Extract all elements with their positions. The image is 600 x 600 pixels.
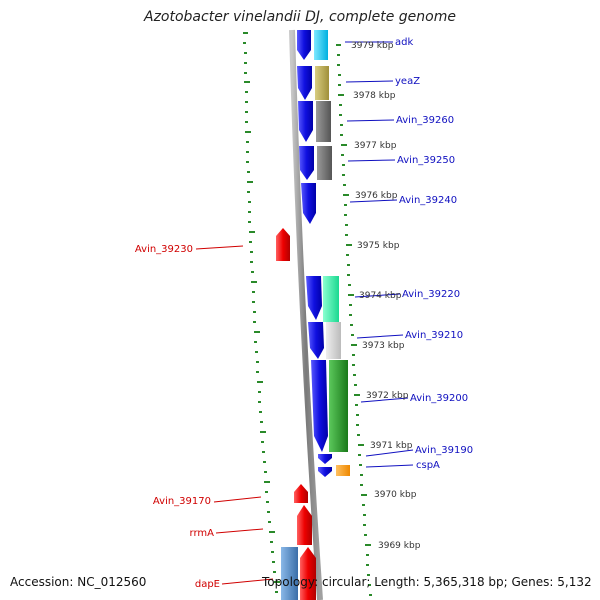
leader-line (365, 449, 414, 457)
gene-arrow-cspA[interactable] (318, 467, 332, 477)
gene-arrow-dapE[interactable] (300, 547, 316, 600)
gene-arrow-Avin-39220[interactable] (306, 276, 322, 320)
gene-label-Avin-39250[interactable]: Avin_39250 (397, 155, 455, 166)
category-block (317, 146, 332, 180)
gene-arrow-Avin-39200[interactable] (311, 360, 328, 452)
gene-label-Avin-39260[interactable]: Avin_39260 (396, 115, 454, 126)
gene-arrow-Avin-39260[interactable] (298, 101, 313, 142)
category-block (326, 322, 341, 359)
category-block (329, 360, 348, 452)
leader-line (195, 245, 244, 250)
category-block (315, 66, 329, 100)
ruler-labels: 3979 kbp 3978 kbp 3977 kbp 3976 kbp 3975… (351, 41, 421, 551)
ruler-label: 3969 kbp (378, 541, 421, 551)
forward-strand-genes (276, 228, 316, 600)
gene-labels-right: adk yeaZ Avin_39260 Avin_39250 Avin_3924… (395, 37, 473, 471)
genome-backbone (289, 29, 323, 600)
category-block (323, 276, 339, 322)
leader-line (365, 464, 414, 468)
gene-label-yeaZ[interactable]: yeaZ (395, 76, 420, 87)
leader-line (346, 119, 395, 122)
ruler-label: 3970 kbp (374, 490, 417, 500)
gene-arrow-Avin-39240[interactable] (301, 183, 316, 224)
category-block (281, 547, 298, 600)
category-block (314, 30, 328, 60)
gene-label-cspA[interactable]: cspA (416, 460, 440, 471)
gene-label-Avin-39210[interactable]: Avin_39210 (405, 330, 463, 341)
label-leader-lines (195, 41, 414, 585)
leader-line (349, 199, 398, 203)
leader-line (213, 496, 262, 503)
gene-label-Avin-39220[interactable]: Avin_39220 (402, 289, 460, 300)
gene-label-Avin-39170[interactable]: Avin_39170 (153, 496, 211, 507)
ruler-label: 3974 kbp (359, 291, 402, 301)
gene-label-Avin-39200[interactable]: Avin_39200 (410, 393, 468, 404)
inner-tick-ring (243, 32, 280, 593)
gene-arrow-Avin-39230[interactable] (276, 228, 290, 261)
gene-arrow-adk[interactable] (297, 30, 311, 60)
leader-line (360, 397, 409, 403)
gene-label-Avin-39190[interactable]: Avin_39190 (415, 445, 473, 456)
ruler-label: 3971 kbp (370, 441, 413, 451)
category-blocks (281, 30, 350, 600)
category-block (336, 465, 350, 476)
leader-line (356, 334, 404, 339)
accession-label: Accession: NC_012560 (10, 575, 147, 589)
leader-line (221, 578, 274, 585)
gene-arrow-yeaZ[interactable] (297, 66, 312, 100)
category-block (316, 101, 331, 142)
gene-arrow-Avin-39170[interactable] (294, 484, 308, 503)
ruler-label: 3972 kbp (366, 391, 409, 401)
outer-tick-ring (336, 44, 372, 596)
leader-line (345, 80, 394, 83)
leader-line (354, 293, 401, 298)
gene-label-dapE[interactable]: dapE (195, 579, 220, 590)
gene-label-Avin-39240[interactable]: Avin_39240 (399, 195, 457, 206)
ruler-label: 3975 kbp (357, 241, 400, 251)
gene-arrow-Avin-39190[interactable] (318, 454, 332, 464)
map-title: Azotobacter vinelandii DJ, complete geno… (144, 9, 456, 25)
gene-labels-left: Avin_39230 Avin_39170 rrmA dapE (135, 244, 220, 590)
gene-arrow-Avin-39250[interactable] (299, 146, 314, 180)
ruler-label: 3977 kbp (354, 141, 397, 151)
gene-arrow-rrmA[interactable] (297, 505, 312, 545)
ruler-label: 3978 kbp (353, 91, 396, 101)
gene-label-rrmA[interactable]: rrmA (190, 528, 215, 539)
ruler-label: 3979 kbp (351, 41, 394, 51)
genome-summary: Topology: circular; Length: 5,365,318 bp… (262, 575, 592, 589)
leader-line (347, 159, 396, 162)
gene-label-Avin-39230[interactable]: Avin_39230 (135, 244, 193, 255)
gene-arrow-Avin-39210[interactable] (308, 322, 324, 359)
gene-label-adk[interactable]: adk (395, 37, 413, 48)
ruler-label: 3973 kbp (362, 341, 405, 351)
reverse-strand-genes (297, 30, 332, 477)
ruler-label: 3976 kbp (355, 191, 398, 201)
leader-line (215, 528, 264, 534)
